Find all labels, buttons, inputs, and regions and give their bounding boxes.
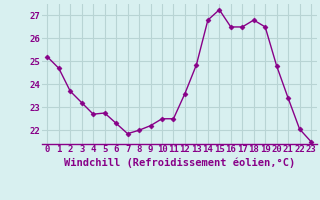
X-axis label: Windchill (Refroidissement éolien,°C): Windchill (Refroidissement éolien,°C) bbox=[64, 157, 295, 168]
